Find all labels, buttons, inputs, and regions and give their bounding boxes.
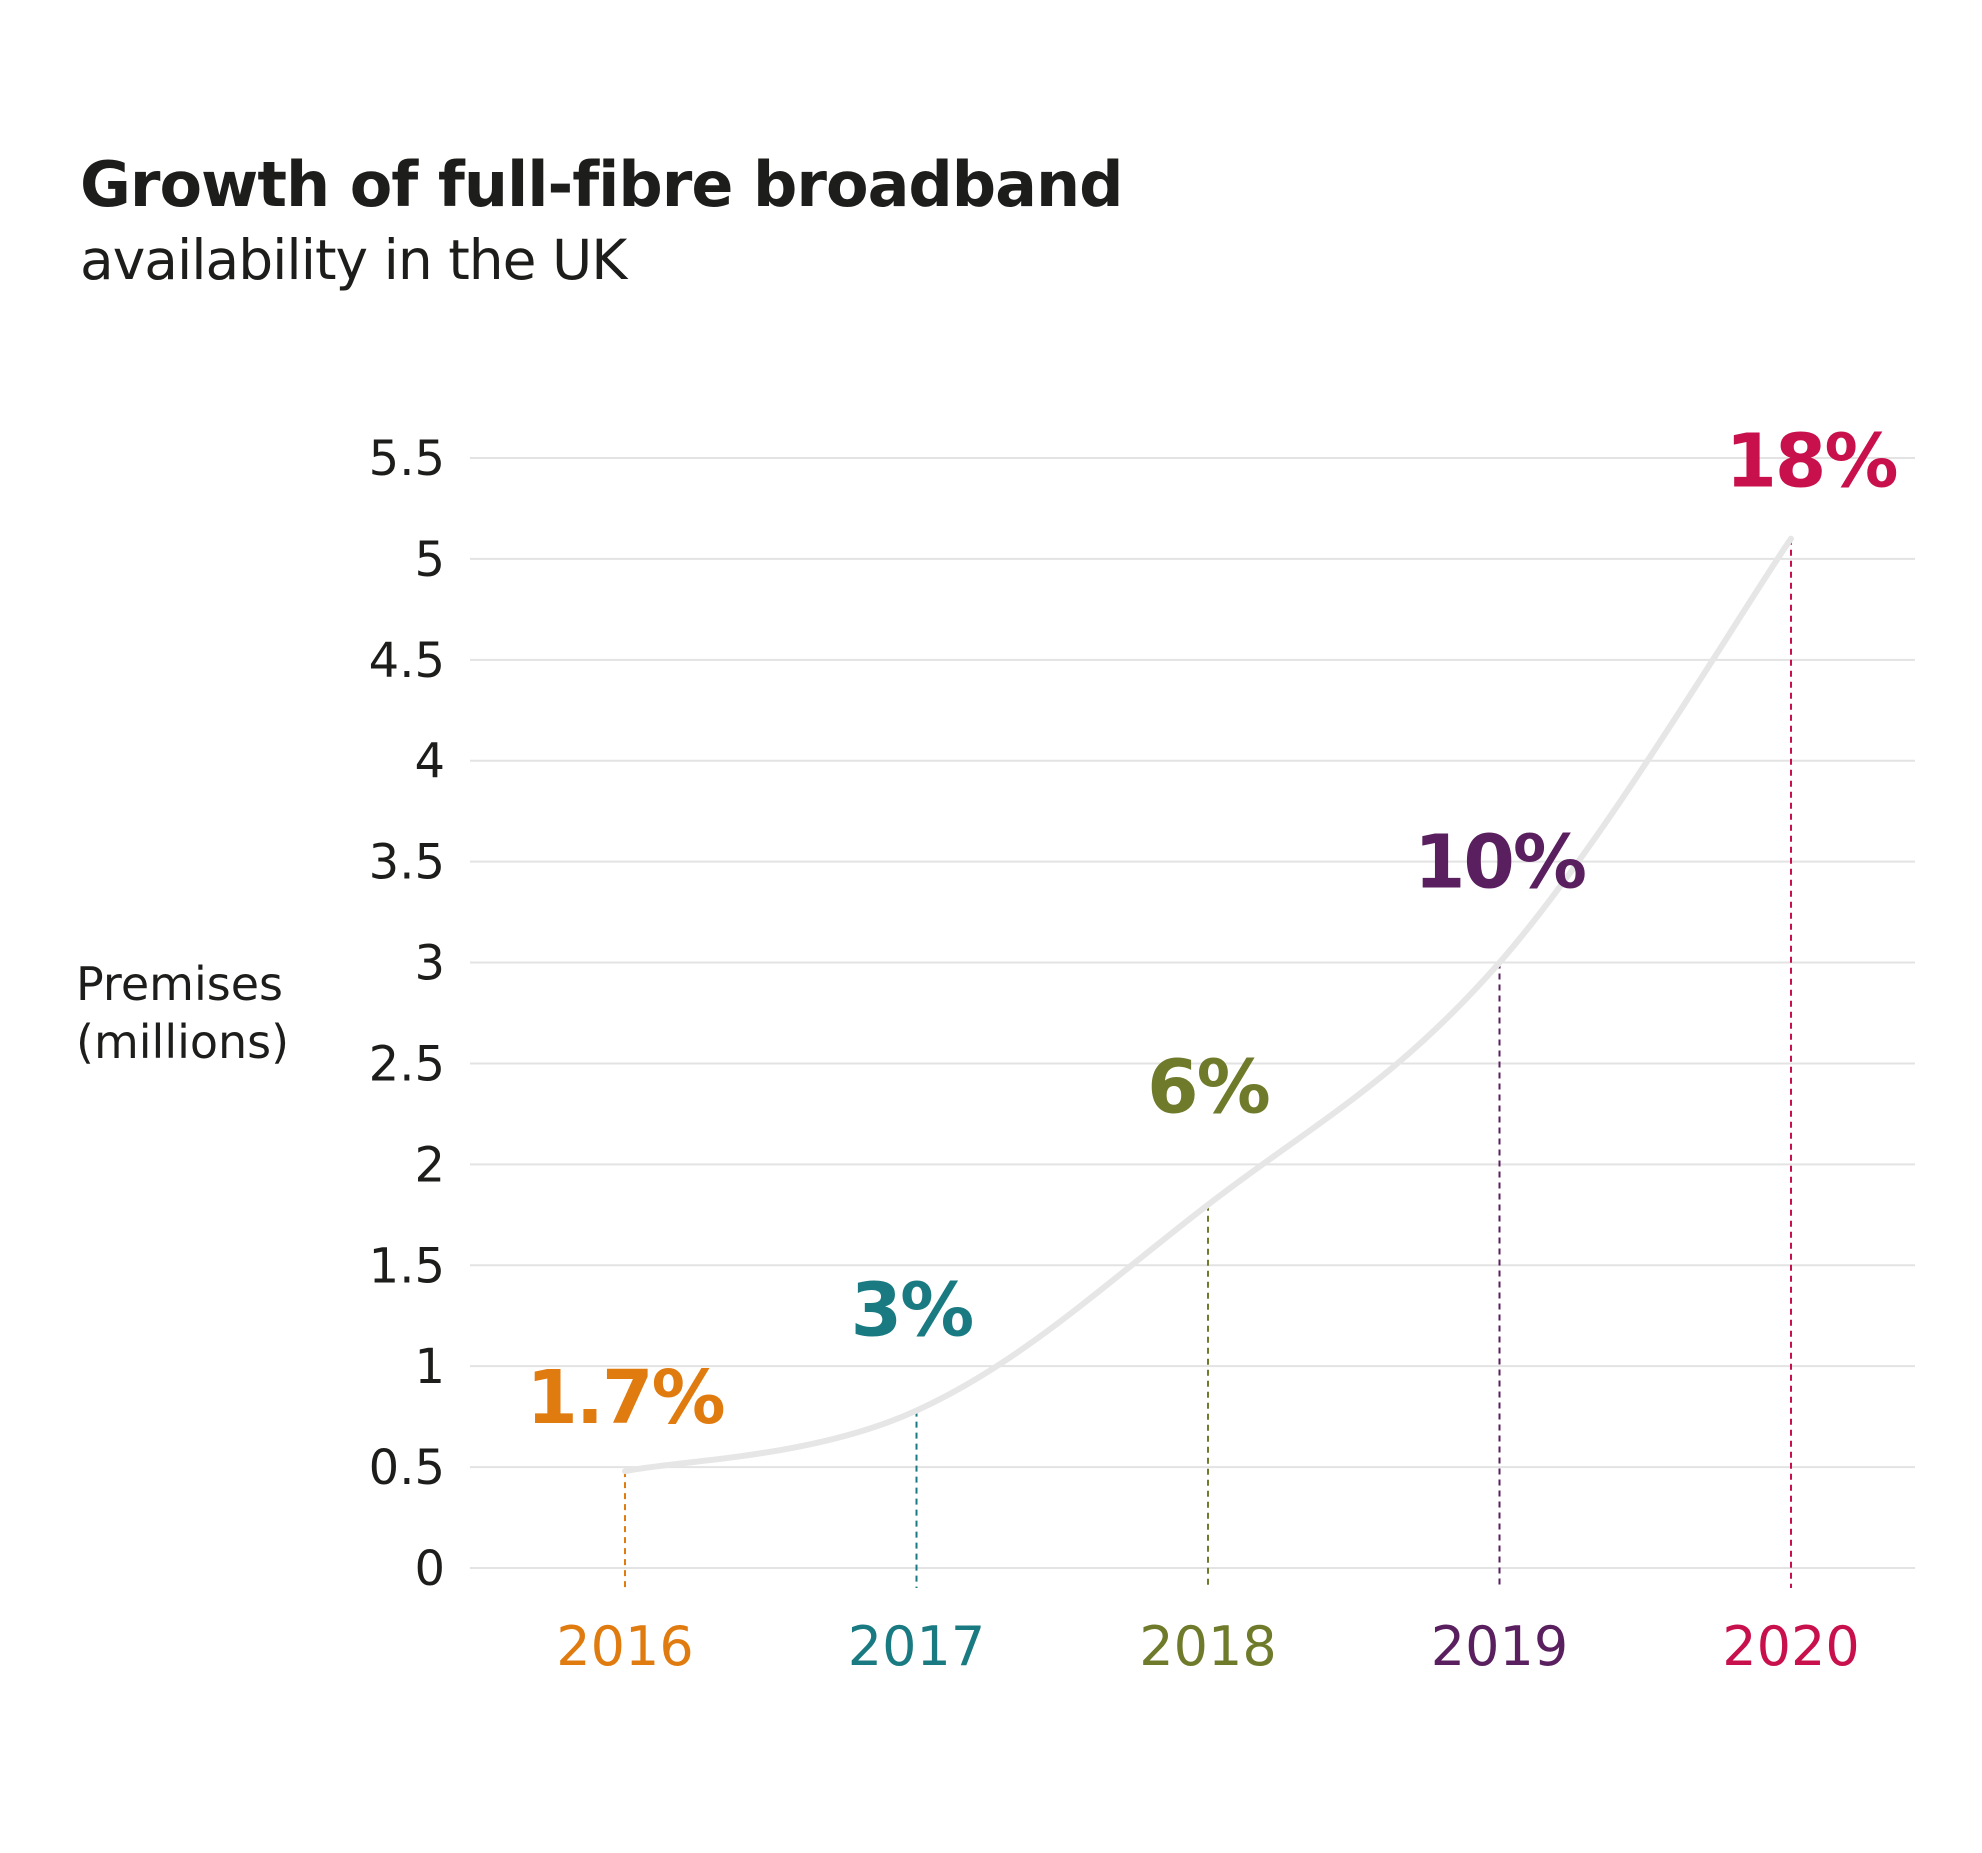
y-tick-label: 3.5	[369, 835, 445, 891]
x-tick-label-2016: 2016	[556, 1615, 693, 1678]
y-axis-label-line2: (millions)	[76, 1015, 290, 1069]
y-tick-label: 0.5	[369, 1440, 445, 1496]
data-label-2019: 10%	[1414, 820, 1585, 906]
series-line	[622, 535, 1794, 1475]
y-tick-label: 0	[414, 1541, 445, 1597]
data-label-2018: 6%	[1147, 1045, 1269, 1131]
x-axis-ticks: 2016 2017 2018 2019 2020	[556, 1615, 1859, 1678]
y-tick-label: 4.5	[369, 633, 445, 689]
data-label-2016: 1.7%	[526, 1355, 723, 1441]
y-tick-label: 3	[414, 936, 445, 992]
y-tick-label: 1	[414, 1339, 445, 1395]
y-axis-ticks: 0 0.5 1 1.5 2 2.5 3 3.5 4 4.5 5 5.5	[369, 431, 445, 1597]
y-tick-label: 5.5	[369, 431, 445, 487]
x-tick-label-2017: 2017	[848, 1615, 985, 1678]
y-tick-label: 2	[414, 1137, 445, 1193]
series	[622, 535, 1794, 1475]
y-tick-label: 4	[414, 734, 445, 790]
y-axis-label: Premises (millions)	[76, 955, 289, 1071]
drop-lines	[624, 538, 1792, 1588]
grid	[470, 457, 1915, 1569]
x-tick-label-2018: 2018	[1139, 1615, 1276, 1678]
chart-title: Growth of full-fibre broadband	[80, 148, 1124, 221]
chart-subtitle: availability in the UK	[80, 228, 627, 292]
data-label-2020: 18%	[1725, 419, 1896, 505]
data-labels: 1.7% 3% 6% 10% 18%	[526, 419, 1898, 1441]
y-tick-label: 1.5	[369, 1238, 445, 1294]
data-label-2017: 3%	[851, 1268, 973, 1354]
x-tick-label-2019: 2019	[1431, 1615, 1568, 1678]
y-tick-label: 2.5	[369, 1036, 445, 1092]
y-tick-label: 5	[414, 532, 445, 588]
x-tick-label-2020: 2020	[1722, 1615, 1859, 1678]
y-axis-label-line1: Premises	[76, 957, 283, 1011]
